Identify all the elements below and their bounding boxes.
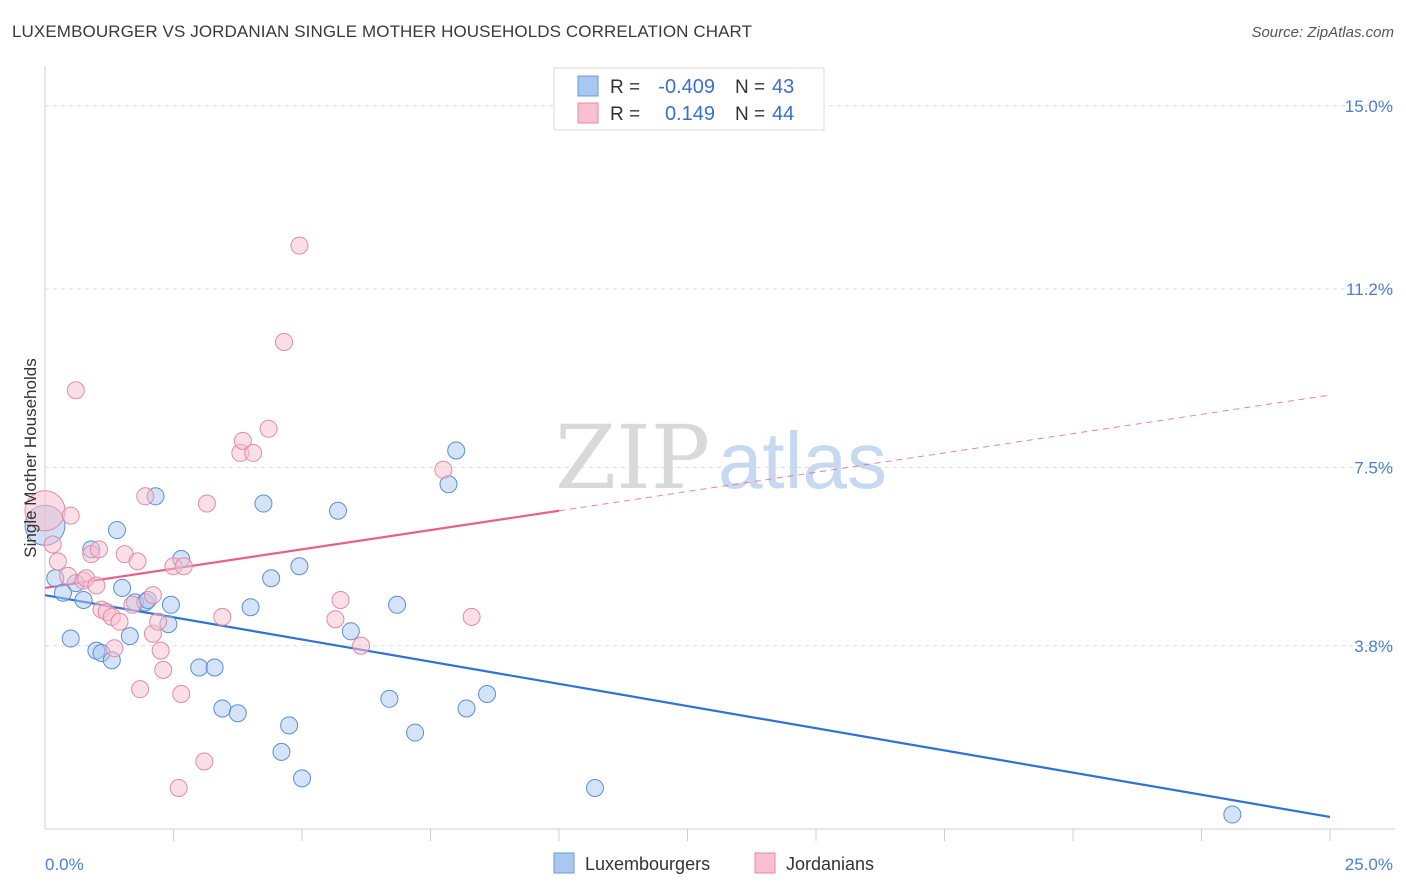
luxembourger-point <box>161 595 180 614</box>
jordanian-point <box>43 535 62 554</box>
jordanian-point <box>174 557 193 576</box>
legend-r-value-2: 0.149 <box>665 103 715 125</box>
x-tick-label-min: 0.0% <box>45 855 84 874</box>
trend-lines <box>44 394 1331 819</box>
legend-bottom-swatch-luxembourgers <box>553 852 575 874</box>
chart-title: LUXEMBOURGER VS JORDANIAN SINGLE MOTHER … <box>12 22 753 41</box>
data-points <box>24 236 1242 824</box>
jordanian-point <box>48 552 67 571</box>
watermark: ZIP atlas <box>555 406 887 509</box>
trend-line-luxembourgers <box>44 594 1331 819</box>
legend-bottom-label-jordanians: Jordanians <box>786 854 874 874</box>
luxembourger-point <box>406 723 425 742</box>
legend-n-label-2: N = <box>735 104 765 125</box>
jordanian-point <box>197 494 216 513</box>
jordanian-point <box>61 506 80 525</box>
jordanian-point <box>213 607 232 626</box>
legend-r-value-1: -0.409 <box>658 76 715 98</box>
series-legend: Luxembourgers Jordanians <box>553 852 874 874</box>
luxembourger-point <box>478 684 497 703</box>
jordanian-point <box>66 381 85 400</box>
jordanian-point <box>195 752 214 771</box>
jordanian-point <box>123 595 142 614</box>
jordanian-point <box>89 540 108 559</box>
luxembourger-point <box>328 501 347 520</box>
luxembourger-point <box>228 704 247 723</box>
jordanian-point <box>290 236 309 255</box>
legend-n-value-2: 44 <box>772 103 794 125</box>
luxembourger-point <box>447 441 466 460</box>
legend-swatch-jordanians <box>577 102 599 124</box>
y-axis-label: Single Mother Households <box>21 358 40 557</box>
jordanian-point <box>462 607 481 626</box>
jordanian-point <box>110 612 129 631</box>
legend-n-value-1: 43 <box>772 76 794 98</box>
luxembourger-point <box>388 595 407 614</box>
luxembourger-point <box>457 699 476 718</box>
luxembourger-point <box>120 627 139 646</box>
jordanian-point <box>244 443 263 462</box>
luxembourger-point <box>272 742 291 761</box>
luxembourger-point <box>280 716 299 735</box>
legend-r-label-2: R = <box>610 104 640 125</box>
legend-r-label-1: R = <box>610 77 640 98</box>
jordanian-point <box>154 660 173 679</box>
axes <box>44 66 1395 841</box>
luxembourger-point <box>107 521 126 540</box>
jordanian-point <box>128 552 147 571</box>
jordanian-point <box>434 460 453 479</box>
luxembourger-point <box>262 569 281 588</box>
jordanian-point <box>172 684 191 703</box>
luxembourger-point <box>113 578 132 597</box>
luxembourger-point <box>1223 805 1242 824</box>
luxembourger-point <box>254 494 273 513</box>
jordanian-point <box>233 431 252 450</box>
jordanian-point <box>331 590 350 609</box>
luxembourger-point <box>341 622 360 641</box>
jordanian-point <box>352 636 371 655</box>
jordanian-point <box>87 576 106 595</box>
luxembourger-point <box>380 689 399 708</box>
luxembourger-point <box>61 629 80 648</box>
source-label: Source: ZipAtlas.com <box>1251 24 1394 41</box>
jordanian-point <box>326 610 345 629</box>
luxembourger-point <box>293 769 311 788</box>
jordanian-point <box>105 639 124 658</box>
legend-bottom-swatch-jordanians <box>754 852 776 874</box>
luxembourger-point <box>205 658 224 677</box>
jordanian-point <box>259 419 278 438</box>
tick-labels: 3.8% 7.5% 11.2% 15.0% 0.0% 25.0% <box>45 97 1393 874</box>
luxembourger-point <box>53 583 72 602</box>
luxembourger-point <box>585 779 604 798</box>
jordanian-point <box>149 612 168 631</box>
jordanian-point <box>169 779 188 798</box>
legend-n-label-1: N = <box>735 77 765 98</box>
jordanian-point <box>143 586 162 605</box>
watermark-zip: ZIP <box>555 406 710 509</box>
luxembourger-point <box>213 699 232 718</box>
x-tick-label-max: 25.0% <box>1345 855 1393 874</box>
luxembourger-point <box>190 658 209 677</box>
luxembourger-point <box>290 557 309 576</box>
jordanian-point <box>59 566 78 585</box>
grid-lines <box>45 105 1395 647</box>
trend-line-jordanians <box>44 509 560 590</box>
luxembourger-point <box>74 590 93 609</box>
legend-swatch-luxembourgers <box>577 75 599 97</box>
legend-bottom-label-luxembourgers: Luxembourgers <box>585 854 710 874</box>
trend-line-jordanians-extension <box>558 394 1331 512</box>
y-tick-label: 11.2% <box>1346 280 1393 299</box>
jordanian-point <box>131 680 150 699</box>
jordanian-point <box>151 641 170 660</box>
correlation-legend: R = -0.409 N = 43 R = 0.149 N = 44 <box>553 67 825 131</box>
luxembourger-point <box>241 598 260 617</box>
watermark-atlas: atlas <box>718 416 887 505</box>
jordanian-point <box>136 487 155 506</box>
legend-box <box>553 67 825 131</box>
y-tick-label: 7.5% <box>1354 458 1393 477</box>
y-tick-label: 3.8% <box>1354 637 1393 656</box>
y-tick-label: 15.0% <box>1345 97 1393 116</box>
jordanian-point <box>275 333 294 352</box>
